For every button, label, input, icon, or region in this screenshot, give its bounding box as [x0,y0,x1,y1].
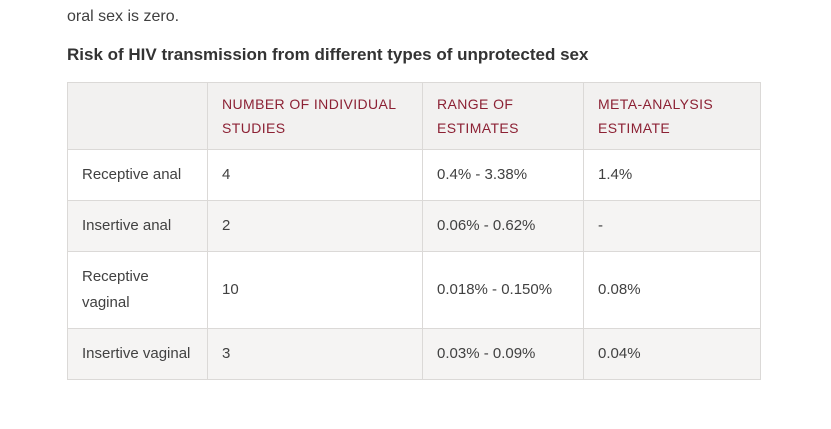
row-label: Insertive vaginal [67,328,208,380]
cell-range: 0.018% - 0.150% [422,251,584,329]
cell-range: 0.06% - 0.62% [422,200,584,252]
cell-meta-estimate: - [583,200,761,252]
cell-meta-estimate: 1.4% [583,149,761,201]
column-header-range: RANGE OF ESTIMATES [422,82,584,150]
cell-studies: 3 [207,328,423,380]
column-header-empty [67,82,208,150]
table-header-row: NUMBER OF INDIVIDUAL STUDIES RANGE OF ES… [67,82,761,150]
cell-range: 0.03% - 0.09% [422,328,584,380]
column-header-meta: META-ANALYSIS ESTIMATE [583,82,761,150]
table-row: Receptive anal 4 0.4% - 3.38% 1.4% [67,149,761,201]
table-title: Risk of HIV transmission from different … [67,45,589,64]
table-row: Insertive anal 2 0.06% - 0.62% - [67,200,761,252]
row-label: Receptive vaginal [67,251,208,329]
article-content: oral sex is zero. Risk of HIV transmissi… [67,8,761,380]
cell-studies: 10 [207,251,423,329]
cell-meta-estimate: 0.04% [583,328,761,380]
hiv-risk-table: NUMBER OF INDIVIDUAL STUDIES RANGE OF ES… [67,82,761,380]
cell-meta-estimate: 0.08% [583,251,761,329]
cell-range: 0.4% - 3.38% [422,149,584,201]
table-row: Receptive vaginal 10 0.018% - 0.150% 0.0… [67,251,761,329]
cell-studies: 4 [207,149,423,201]
intro-paragraph: oral sex is zero. [67,8,180,25]
row-label: Insertive anal [67,200,208,252]
table-row: Insertive vaginal 3 0.03% - 0.09% 0.04% [67,328,761,380]
row-label: Receptive anal [67,149,208,201]
cell-studies: 2 [207,200,423,252]
column-header-studies: NUMBER OF INDIVIDUAL STUDIES [207,82,423,150]
